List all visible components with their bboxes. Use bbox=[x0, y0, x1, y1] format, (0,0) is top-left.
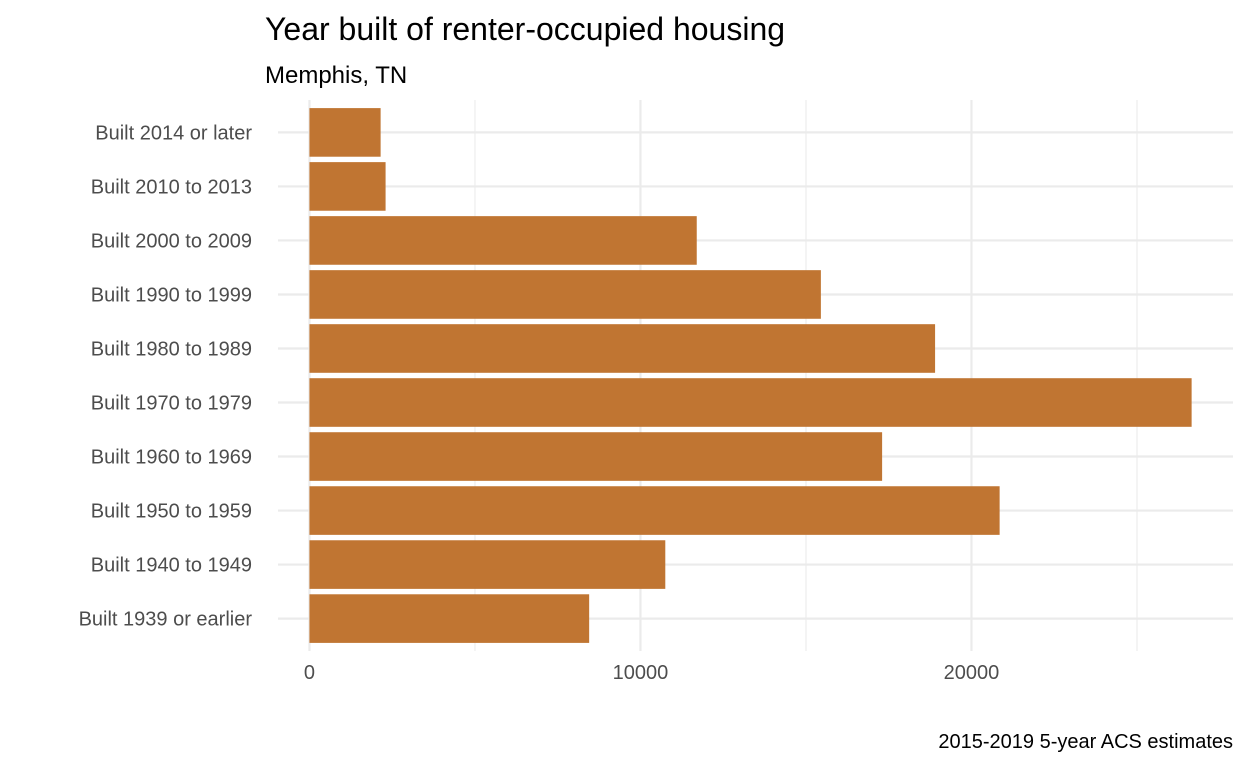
y-tick-label: Built 1960 to 1969 bbox=[91, 447, 252, 469]
bar bbox=[309, 162, 386, 211]
bar bbox=[309, 216, 697, 265]
x-tick-label: 10000 bbox=[613, 662, 669, 684]
y-tick-label: Built 2000 to 2009 bbox=[91, 230, 252, 252]
bar bbox=[309, 594, 590, 643]
chart-caption: 2015-2019 5-year ACS estimates bbox=[938, 731, 1233, 753]
y-tick-label: Built 2010 to 2013 bbox=[91, 176, 252, 198]
x-tick-label: 20000 bbox=[944, 662, 1000, 684]
y-tick-label: Built 1980 to 1989 bbox=[91, 338, 252, 360]
bar bbox=[309, 540, 666, 589]
x-tick-label: 0 bbox=[304, 662, 315, 684]
y-tick-label: Built 2014 or later bbox=[95, 122, 252, 144]
bars bbox=[309, 108, 1192, 643]
y-tick-label: Built 1940 to 1949 bbox=[91, 555, 252, 577]
y-axis-labels: Built 2014 or later Built 2010 to 2013 Bui… bbox=[79, 122, 253, 630]
chart-title: Year built of renter-occupied housing bbox=[265, 11, 785, 47]
chart-subtitle: Memphis, TN bbox=[265, 62, 407, 89]
y-tick-label: Built 1990 to 1999 bbox=[91, 284, 252, 306]
y-tick-label: Built 1970 to 1979 bbox=[91, 393, 252, 415]
y-tick-label: Built 1939 or earlier bbox=[79, 609, 253, 631]
bar bbox=[309, 108, 381, 157]
bar bbox=[309, 432, 883, 481]
bar bbox=[309, 270, 821, 319]
bar bbox=[309, 486, 1000, 535]
bar bbox=[309, 378, 1192, 427]
x-axis-labels: 0 10000 20000 bbox=[304, 662, 999, 684]
bar bbox=[309, 324, 936, 373]
y-tick-label: Built 1950 to 1959 bbox=[91, 501, 252, 523]
